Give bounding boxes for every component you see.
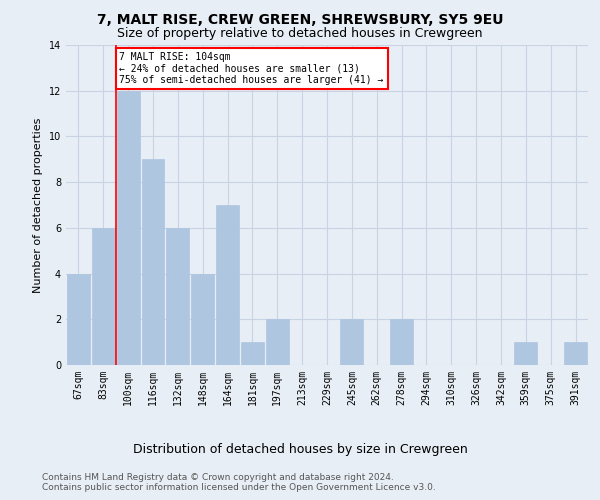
Bar — [142, 160, 164, 365]
Text: 7, MALT RISE, CREW GREEN, SHREWSBURY, SY5 9EU: 7, MALT RISE, CREW GREEN, SHREWSBURY, SY… — [97, 12, 503, 26]
Bar — [67, 274, 90, 365]
Bar — [390, 320, 413, 365]
Text: Contains HM Land Registry data © Crown copyright and database right 2024.: Contains HM Land Registry data © Crown c… — [42, 472, 394, 482]
Text: Contains public sector information licensed under the Open Government Licence v3: Contains public sector information licen… — [42, 482, 436, 492]
Bar — [166, 228, 189, 365]
Y-axis label: Number of detached properties: Number of detached properties — [33, 118, 43, 292]
Text: Size of property relative to detached houses in Crewgreen: Size of property relative to detached ho… — [117, 28, 483, 40]
Text: Distribution of detached houses by size in Crewgreen: Distribution of detached houses by size … — [133, 442, 467, 456]
Bar — [92, 228, 115, 365]
Bar — [340, 320, 363, 365]
Bar — [117, 90, 140, 365]
Bar — [191, 274, 214, 365]
Bar — [216, 205, 239, 365]
Bar — [564, 342, 587, 365]
Bar — [266, 320, 289, 365]
Bar — [241, 342, 264, 365]
Bar — [514, 342, 537, 365]
Text: 7 MALT RISE: 104sqm
← 24% of detached houses are smaller (13)
75% of semi-detach: 7 MALT RISE: 104sqm ← 24% of detached ho… — [119, 52, 384, 85]
